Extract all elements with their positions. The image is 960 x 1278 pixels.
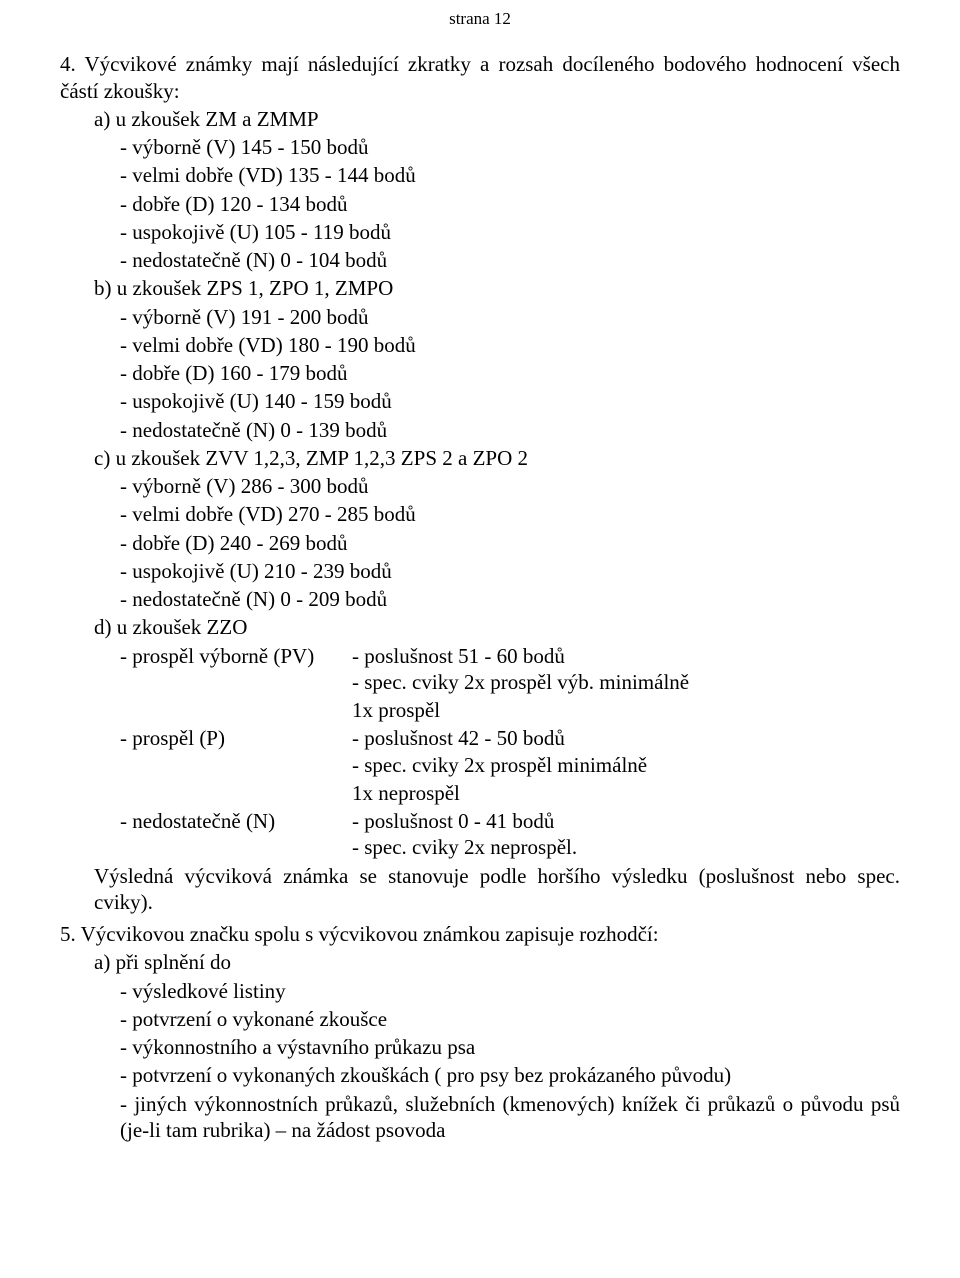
zzo-row: - prospěl výborně (PV) - poslušnost 51 -…: [60, 643, 900, 669]
p5-a-label: a) při splnění do: [60, 949, 900, 975]
section-a-line: - výborně (V) 145 - 150 bodů: [60, 134, 900, 160]
section-a-line: - dobře (D) 120 - 134 bodů: [60, 191, 900, 217]
section-a-line: - velmi dobře (VD) 135 - 144 bodů: [60, 162, 900, 188]
p5-a-line: - potvrzení o vykonané zkoušce: [60, 1006, 900, 1032]
zzo-right: - poslušnost 42 - 50 bodů: [352, 725, 900, 751]
section-b-line: - velmi dobře (VD) 180 - 190 bodů: [60, 332, 900, 358]
p5-intro: 5. Výcvikovou značku spolu s výcvikovou …: [60, 921, 900, 947]
p5-a-line: - výkonnostního a výstavního průkazu psa: [60, 1034, 900, 1060]
section-a-line: - uspokojivě (U) 105 - 119 bodů: [60, 219, 900, 245]
section-b-line: - dobře (D) 160 - 179 bodů: [60, 360, 900, 386]
section-d-note: Výsledná výcviková známka se stanovuje p…: [60, 863, 900, 916]
section-b-line: - výborně (V) 191 - 200 bodů: [60, 304, 900, 330]
zzo-left: - prospěl (P): [120, 725, 352, 751]
section-d-label: d) u zkoušek ZZO: [60, 614, 900, 640]
p4-intro: 4. Výcvikové známky mají následující zkr…: [60, 51, 900, 104]
p5-a-line: - jiných výkonnostních průkazů, služební…: [60, 1091, 900, 1144]
zzo-row: - nedostatečně (N) - poslušnost 0 - 41 b…: [60, 808, 900, 834]
zzo-left: - nedostatečně (N): [120, 808, 352, 834]
section-c-label: c) u zkoušek ZVV 1,2,3, ZMP 1,2,3 ZPS 2 …: [60, 445, 900, 471]
zzo-left: - prospěl výborně (PV): [120, 643, 352, 669]
page-number: strana 12: [60, 8, 900, 29]
section-c-line: - velmi dobře (VD) 270 - 285 bodů: [60, 501, 900, 527]
section-b-line: - uspokojivě (U) 140 - 159 bodů: [60, 388, 900, 414]
section-b-line: - nedostatečně (N) 0 - 139 bodů: [60, 417, 900, 443]
section-c-line: - nedostatečně (N) 0 - 209 bodů: [60, 586, 900, 612]
zzo-right: - spec. cviky 2x prospěl výb. minimálně: [60, 669, 900, 695]
section-a-label: a) u zkoušek ZM a ZMMP: [60, 106, 900, 132]
zzo-row: - prospěl (P) - poslušnost 42 - 50 bodů: [60, 725, 900, 751]
section-c-line: - výborně (V) 286 - 300 bodů: [60, 473, 900, 499]
zzo-right: - poslušnost 51 - 60 bodů: [352, 643, 900, 669]
zzo-right: - poslušnost 0 - 41 bodů: [352, 808, 900, 834]
zzo-right: - spec. cviky 2x prospěl minimálně: [60, 752, 900, 778]
zzo-right: 1x prospěl: [60, 697, 900, 723]
section-c-line: - dobře (D) 240 - 269 bodů: [60, 530, 900, 556]
zzo-right: 1x neprospěl: [60, 780, 900, 806]
section-a-line: - nedostatečně (N) 0 - 104 bodů: [60, 247, 900, 273]
section-b-label: b) u zkoušek ZPS 1, ZPO 1, ZMPO: [60, 275, 900, 301]
section-c-line: - uspokojivě (U) 210 - 239 bodů: [60, 558, 900, 584]
p5-a-line: - výsledkové listiny: [60, 978, 900, 1004]
zzo-right: - spec. cviky 2x neprospěl.: [60, 834, 900, 860]
p5-a-line: - potvrzení o vykonaných zkouškách ( pro…: [60, 1062, 900, 1088]
